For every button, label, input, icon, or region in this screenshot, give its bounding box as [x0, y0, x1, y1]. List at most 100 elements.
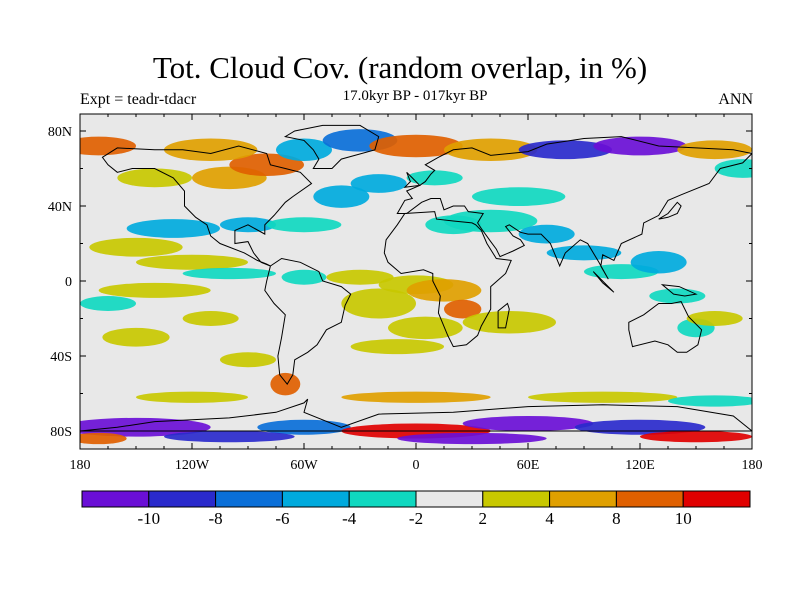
colorbar-label: 4 [545, 509, 554, 528]
experiment-label: Expt = teadr-tdacr [80, 91, 197, 108]
anomaly-patch [164, 138, 258, 161]
coastline [283, 124, 380, 169]
colorbar-label: 8 [612, 509, 621, 528]
coastline [658, 201, 682, 220]
anomaly-patch [266, 217, 342, 233]
anomaly-patch [229, 153, 304, 176]
anomaly-patch [182, 267, 276, 280]
lat-tick-label: 80S [50, 425, 72, 440]
colorbar-label: -2 [409, 509, 423, 528]
colorbar-swatch [281, 490, 350, 508]
coastline [80, 398, 752, 432]
anomaly-patch [80, 136, 136, 156]
colorbar-swatch [415, 490, 484, 508]
lon-tick-label: 60W [290, 458, 318, 473]
anomaly-patch [281, 269, 327, 285]
lon-tick-label: 180 [742, 458, 763, 473]
anomaly-patch [270, 372, 301, 396]
lat-tick-label: 40S [50, 350, 72, 365]
anomaly-patch [80, 432, 127, 445]
anomaly-patch [518, 224, 575, 244]
anomaly-patch [102, 327, 170, 347]
anomaly-patch [640, 431, 752, 443]
lon-tick-label: 60E [517, 458, 540, 473]
coastline [497, 302, 510, 329]
anomaly-patch [714, 159, 752, 178]
lat-tick-label: 80N [48, 125, 72, 140]
lat-tick-label: 0 [65, 275, 72, 290]
anomaly-patch [668, 395, 752, 407]
anomaly-patch [182, 311, 239, 326]
colorbar-swatch [81, 490, 150, 508]
period-label: 17.0kyr BP - 017kyr BP [342, 88, 488, 104]
colorbar-swatch [482, 490, 551, 508]
anomaly-patch [80, 296, 136, 311]
colorbar-swatch [148, 490, 217, 508]
colorbar-swatch [348, 490, 417, 508]
anomaly-patch [89, 237, 183, 257]
anomaly-patch [326, 269, 394, 285]
anomaly-patch [593, 136, 687, 156]
colorbar-label: 2 [479, 509, 488, 528]
coastlines [80, 124, 752, 432]
coastline [660, 284, 698, 297]
anomaly-patch [444, 138, 538, 161]
anomaly-patch [462, 416, 594, 431]
lat-tick-label: 40N [48, 200, 72, 215]
anomaly-patch [136, 254, 248, 270]
coastline [403, 171, 421, 188]
colorbar-swatch [549, 490, 617, 508]
anomaly-patch [341, 288, 416, 319]
colorbar-swatch [682, 490, 751, 508]
lon-tick-label: 0 [413, 458, 420, 473]
anomaly-patch [136, 391, 248, 403]
colorbar-swatch [215, 490, 283, 508]
lon-tick-label: 120E [625, 458, 655, 473]
coastline [383, 211, 512, 348]
colorbar-label: -10 [137, 509, 160, 528]
anomaly-patch [472, 187, 566, 206]
anomaly-patch [341, 391, 491, 403]
anomaly-patch [686, 311, 743, 326]
anomaly-patch [406, 170, 463, 186]
anomaly-patch [518, 140, 612, 160]
colorbar-label: -4 [342, 509, 357, 528]
anomaly-patch [388, 316, 463, 340]
anomaly-patch [276, 138, 332, 161]
colorbar-swatch [615, 490, 684, 508]
coastline [396, 136, 752, 280]
coastline [592, 271, 615, 293]
colorbar: -10 -8 -6 -4 -2 2 4 8 10 [81, 490, 751, 528]
coastline [264, 257, 352, 385]
anomaly-patch [350, 174, 407, 193]
season-label: ANN [718, 91, 753, 108]
anomaly-patch [444, 299, 482, 319]
coastline [628, 301, 703, 353]
anomaly-patch [98, 282, 211, 298]
anomaly-patch [220, 352, 276, 368]
colorbar-label: -8 [209, 509, 223, 528]
map-axes: 180 120W 60W 0 60E 120E 180 80N 40N 0 40S 80S [48, 114, 763, 473]
anomaly-patch [126, 219, 220, 238]
lon-tick-label: 120W [175, 458, 210, 473]
anomaly-patch [425, 215, 482, 235]
colorbar-label: -6 [275, 509, 289, 528]
anomaly-patch [350, 339, 445, 355]
colorbar-label: 10 [675, 509, 692, 528]
coastline [101, 145, 313, 267]
anomaly-patch [164, 431, 295, 443]
anomaly-patch [462, 311, 556, 334]
anomaly-patch [677, 140, 752, 160]
anomaly-patch [117, 168, 192, 188]
anomaly-patch [630, 251, 687, 274]
anomaly-patch [528, 391, 678, 403]
anomaly-patch [397, 432, 547, 445]
anomaly-patch [313, 185, 370, 208]
plot-title: Tot. Cloud Cov. (random overlap, in %) [152, 50, 648, 85]
anomaly-patch [80, 417, 211, 437]
lon-tick-label: 180 [70, 458, 91, 473]
anomaly-patch [406, 279, 482, 302]
anomaly-patch [649, 288, 706, 304]
cloud-anomaly-field [80, 114, 752, 449]
